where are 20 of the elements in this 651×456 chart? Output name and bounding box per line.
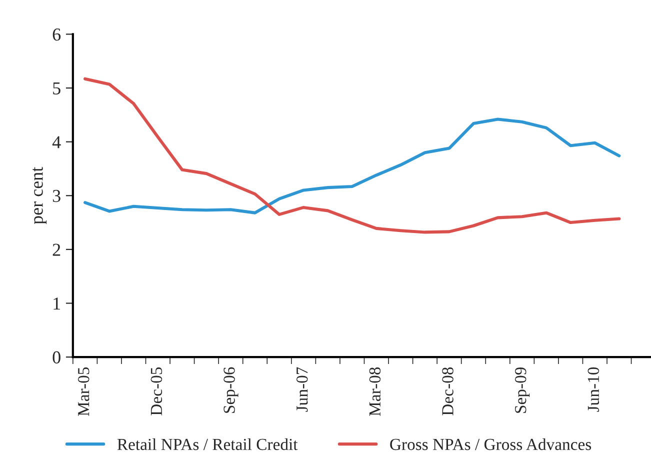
x-tick-label: Dec-08 — [442, 367, 454, 416]
y-tick-label: 3 — [52, 190, 60, 202]
x-tick-label: Mar-08 — [369, 367, 381, 416]
legend-label: Retail NPAs / Retail Credit — [117, 438, 298, 450]
y-tick-label: 2 — [52, 244, 60, 256]
y-tick-label: 4 — [52, 136, 61, 148]
y-tick-label: 1 — [54, 298, 60, 310]
line-series — [84, 118, 621, 214]
x-tick-label: Sep-09 — [514, 367, 530, 413]
x-tick-label: Jun-10 — [588, 367, 600, 412]
y-tick-label: 5 — [53, 82, 60, 94]
x-tick-label: Sep-06 — [224, 367, 238, 413]
x-tick-label: Dec-05 — [150, 367, 162, 416]
x-tick-label: Mar-05 — [78, 367, 90, 416]
x-tick-label: Jun-07 — [296, 367, 308, 412]
y-tick-label: 0 — [52, 351, 60, 364]
y-axis-title: per cent — [32, 166, 47, 224]
legend-label: Gross NPAs / Gross Advances — [390, 438, 592, 450]
line-series — [84, 77, 621, 234]
y-tick-label: 6 — [52, 28, 61, 41]
